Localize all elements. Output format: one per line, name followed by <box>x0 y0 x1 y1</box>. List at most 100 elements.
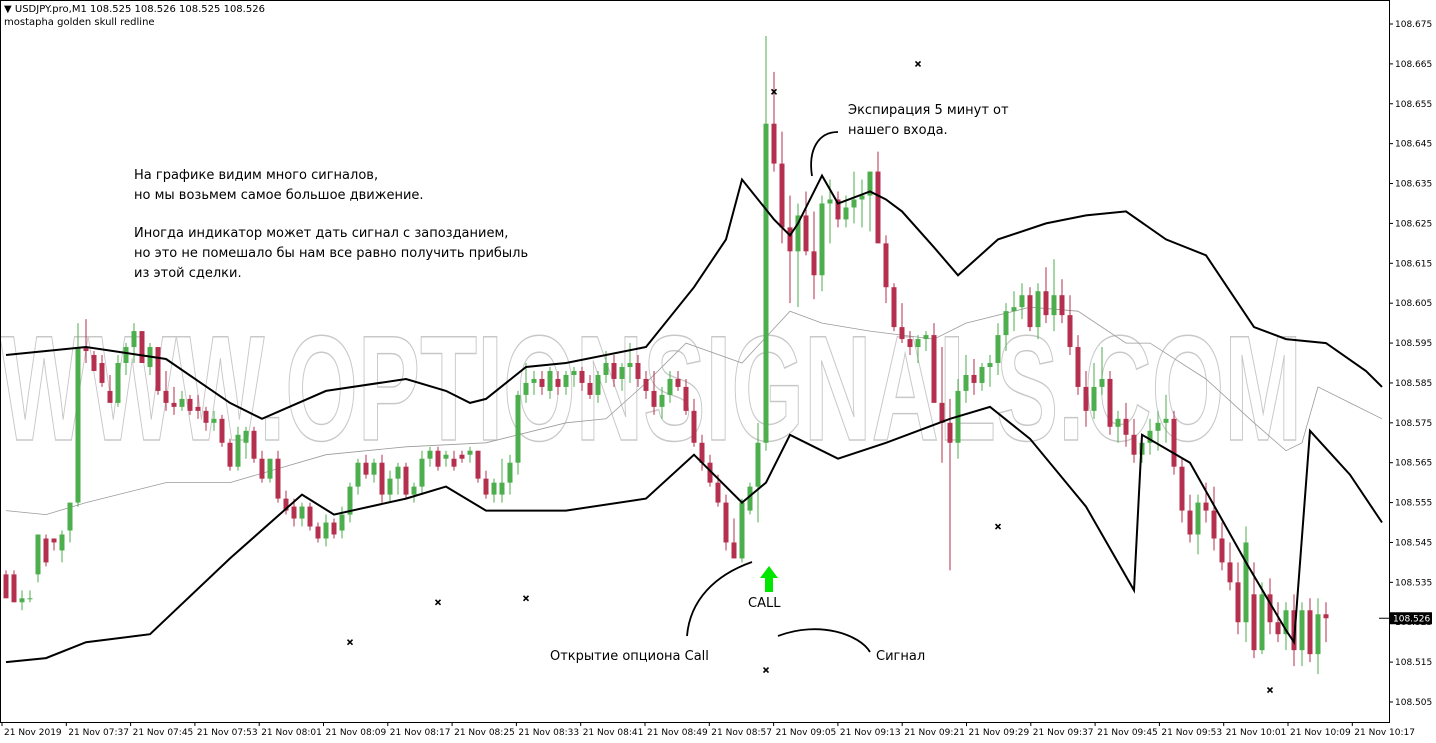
candle-body <box>1179 466 1185 511</box>
note-intro: На графике видим много сигналов, но мы в… <box>134 166 424 206</box>
note-delay-line3: из этой сделки. <box>134 266 242 281</box>
candle-body <box>67 502 73 531</box>
candle-body <box>1051 295 1057 316</box>
candle-body <box>363 462 369 475</box>
candle <box>163 370 169 411</box>
y-tick-label: 108.635 <box>1395 180 1432 190</box>
candle-body <box>763 123 769 443</box>
candle <box>1251 562 1257 659</box>
candle <box>91 351 97 371</box>
candle <box>1091 363 1097 419</box>
candle <box>427 446 433 467</box>
candle-body <box>603 363 609 375</box>
candle <box>939 347 945 463</box>
candle-body <box>563 374 569 387</box>
candle-body <box>571 370 577 375</box>
x-tick-label: 21 Nov 07:37 <box>68 728 129 738</box>
candle <box>299 502 305 527</box>
candle-body <box>691 410 697 443</box>
candle <box>731 518 737 559</box>
candle <box>363 454 369 479</box>
candle-body <box>1307 610 1313 655</box>
candle <box>579 366 585 391</box>
candle <box>523 363 529 403</box>
candle <box>483 470 489 499</box>
candle-body <box>331 522 337 535</box>
x-tick-label: 21 Nov 08:33 <box>518 728 579 738</box>
candle-body <box>619 366 625 379</box>
candle-body <box>115 363 121 403</box>
open-call-label: Открытие опциона Call <box>550 649 709 664</box>
candle <box>419 450 425 495</box>
candle <box>539 370 545 395</box>
candle-body <box>1267 594 1273 623</box>
candle-body <box>235 434 241 467</box>
candle <box>275 450 281 503</box>
candle <box>1227 542 1233 591</box>
candle-body <box>707 462 713 483</box>
candle-body <box>675 378 681 387</box>
candle-body <box>1115 418 1121 427</box>
x-tick-label: 21 Nov 07:45 <box>133 728 194 738</box>
signal-markers <box>346 60 1274 694</box>
candle-body <box>243 430 249 443</box>
candle-body <box>523 382 529 395</box>
candle <box>507 454 513 495</box>
candle-body <box>1211 510 1217 539</box>
watermark-text: WWW.OPTIONSIGNALS.COM <box>0 304 1302 472</box>
candle-body <box>1075 347 1081 387</box>
candle-body <box>275 458 281 499</box>
candle-body <box>1123 418 1129 435</box>
candle-body <box>1011 307 1017 312</box>
x-tick-label: 21 Nov 08:25 <box>454 728 515 738</box>
candle <box>987 355 993 387</box>
candle <box>515 390 521 475</box>
candle-body <box>51 538 57 543</box>
candle-body <box>195 406 201 411</box>
y-tick-label: 108.505 <box>1395 698 1432 708</box>
x-tick-label: 21 Nov 08:09 <box>326 728 387 738</box>
candle <box>1131 418 1137 463</box>
candle-body <box>843 207 849 220</box>
candle-body <box>779 163 785 228</box>
candle <box>995 323 1001 375</box>
candle <box>99 355 105 387</box>
candle-body <box>1027 295 1033 328</box>
candle <box>1259 582 1265 655</box>
candle-body <box>283 498 289 511</box>
candle <box>339 506 345 539</box>
candle-body <box>515 394 521 463</box>
candle-body <box>891 287 897 328</box>
candle <box>1051 259 1057 332</box>
candle-body <box>963 374 969 391</box>
x-tick-label: 21 Nov 09:53 <box>1161 728 1222 738</box>
candle <box>1299 602 1305 667</box>
candle-body <box>651 390 657 407</box>
candle <box>451 450 457 471</box>
candle <box>1059 279 1065 324</box>
candle-body <box>467 450 473 455</box>
candle-body <box>123 347 129 363</box>
candle-body <box>1315 614 1321 655</box>
candle <box>83 319 89 363</box>
candle-body <box>907 339 913 348</box>
candle-body <box>491 482 497 495</box>
annotation-curves <box>686 131 871 653</box>
candle-body <box>699 442 705 463</box>
candle-body <box>451 458 457 467</box>
time-axis: 21 Nov 2019 21 Nov 07:37 21 Nov 07:45 21 No… <box>1 722 1415 738</box>
candle <box>411 482 417 503</box>
candle-body <box>3 574 9 599</box>
candle <box>683 378 689 415</box>
collapse-triangle-icon[interactable]: ▼ <box>4 4 12 15</box>
y-tick-label: 108.675 <box>1395 20 1432 30</box>
signal-cross-icon <box>434 599 442 606</box>
candle <box>395 462 401 495</box>
candle-body <box>1163 418 1169 423</box>
y-tick-label: 108.595 <box>1395 339 1432 349</box>
candle <box>315 522 321 543</box>
candle-body <box>1147 430 1153 443</box>
note-expiry-line1: Экспирация 5 минут от <box>848 103 1009 118</box>
candle <box>771 71 777 172</box>
candle <box>763 35 769 451</box>
